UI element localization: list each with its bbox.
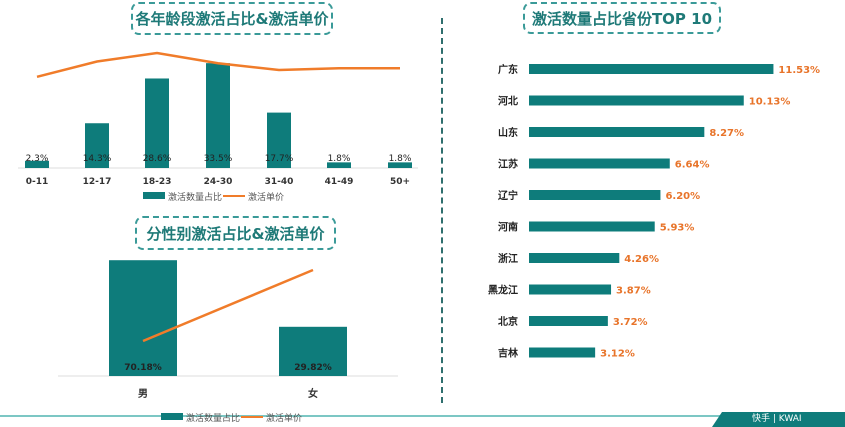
bar-男	[109, 260, 177, 376]
tick-label: 24-30	[204, 177, 233, 187]
bar-value-label: 5.93%	[660, 223, 695, 234]
bar-江苏	[529, 158, 670, 169]
tick-label: 18-23	[143, 177, 172, 187]
age-chart-title: 各年龄段激活占比&激活单价	[131, 2, 333, 35]
tick-label: 31-40	[265, 177, 294, 187]
legend-bar-swatch	[143, 192, 165, 199]
legend-bar-label: 激活数量占比	[168, 191, 222, 203]
bar-label: 14.3%	[83, 154, 112, 164]
bar-50+	[388, 162, 412, 168]
bar-label: 70.18%	[124, 363, 162, 373]
legend-bar-swatch	[161, 413, 183, 420]
bar-31-40	[267, 112, 291, 168]
bar-黑龙江	[529, 284, 612, 295]
legend-bar-label: 激活数量占比	[186, 412, 240, 424]
tick-label: 男	[138, 388, 148, 400]
province-label: 河北	[498, 95, 518, 108]
gender-chart-title: 分性别激活占比&激活单价	[135, 216, 336, 250]
bar-label: 2.3%	[26, 154, 49, 164]
bar-label: 1.8%	[389, 154, 412, 164]
province-label: 广东	[498, 63, 518, 76]
legend-line-label: 激活单价	[266, 412, 302, 424]
bar-浙江	[529, 253, 620, 263]
price-line	[36, 51, 400, 79]
province-label: 北京	[498, 315, 518, 328]
province-label: 吉林	[498, 347, 519, 360]
province-label: 河南	[498, 221, 518, 234]
bar-吉林	[529, 347, 596, 358]
bar-24-30	[206, 63, 230, 168]
tick-label: 41-49	[325, 177, 354, 187]
bar-41-49	[327, 162, 351, 168]
bar-value-label: 6.64%	[675, 160, 710, 171]
footer-brand: 快手 | KWAI	[712, 412, 845, 427]
bar-value-label: 4.26%	[624, 254, 659, 265]
bar-label: 17.7%	[265, 154, 294, 164]
tick-label: 50+	[390, 177, 410, 187]
bar-value-label: 3.87%	[616, 286, 651, 297]
bar-value-label: 11.53%	[778, 65, 820, 76]
bar-18-23	[145, 78, 169, 168]
bar-label: 29.82%	[294, 363, 332, 373]
tick-label: 12-17	[83, 177, 112, 187]
bar-北京	[529, 316, 608, 326]
province-label: 辽宁	[498, 189, 518, 202]
bar-0-11	[25, 160, 49, 168]
bar-河南	[529, 221, 655, 232]
bar-山东	[529, 127, 705, 137]
bar-女	[279, 326, 347, 376]
bar-value-label: 3.12%	[600, 349, 635, 360]
legend-line-label: 激活单价	[248, 191, 284, 203]
tick-label: 0-11	[26, 177, 49, 187]
province-label: 浙江	[498, 252, 518, 265]
bar-value-label: 10.13%	[749, 97, 791, 108]
bar-value-label: 6.20%	[665, 191, 700, 202]
province-label: 江苏	[498, 158, 518, 171]
bar-广东	[529, 64, 774, 74]
bar-12-17	[85, 123, 109, 168]
bar-辽宁	[529, 190, 661, 200]
province-label: 黑龙江	[488, 284, 518, 297]
bar-label: 28.6%	[143, 154, 172, 164]
footer-line	[0, 415, 730, 417]
bar-label: 1.8%	[328, 154, 351, 164]
bar-label: 33.5%	[204, 154, 233, 164]
divider	[441, 18, 443, 403]
province-chart-title: 激活数量占比省份TOP 10	[523, 2, 721, 34]
bar-value-label: 3.72%	[613, 317, 648, 328]
province-label: 山东	[498, 126, 518, 139]
price-line	[142, 268, 314, 343]
bar-河北	[529, 95, 744, 106]
tick-label: 女	[308, 387, 318, 400]
bar-value-label: 8.27%	[709, 128, 744, 139]
